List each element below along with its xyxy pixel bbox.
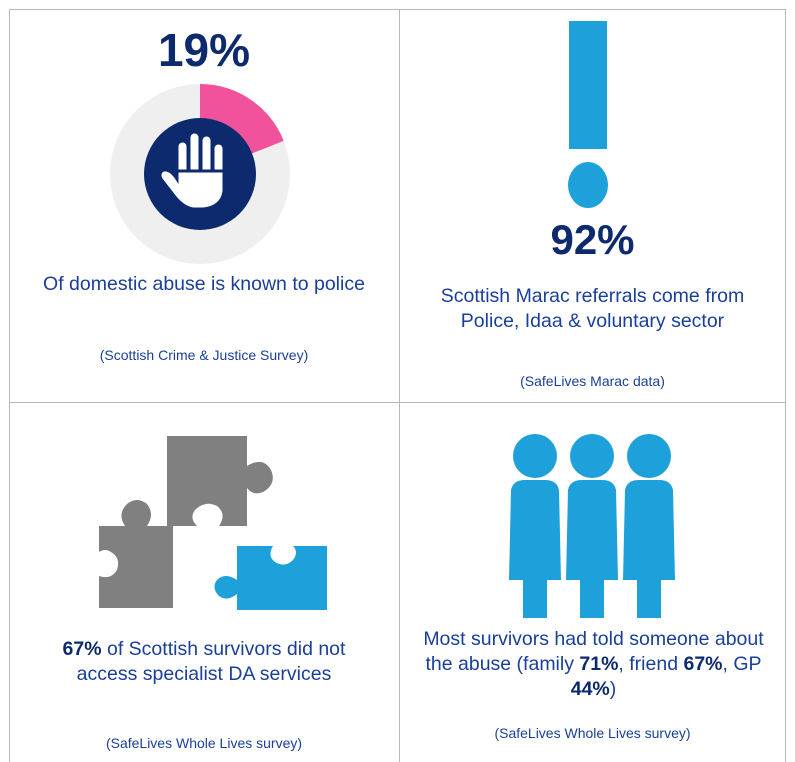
stat-description: Scottish Marac referrals come from Polic… <box>440 285 745 332</box>
stat-friend: 67% <box>683 652 723 675</box>
people-group-icon <box>509 434 675 618</box>
divider <box>399 9 400 762</box>
text-part: ) <box>609 677 617 700</box>
stat-gp: 44% <box>570 677 610 700</box>
stat-panel-marac: 92% Scottish Marac referrals come from P… <box>399 9 786 402</box>
stat-source: (SafeLives Whole Lives survey) <box>494 725 691 741</box>
donut-segment <box>199 84 284 155</box>
stat-panel-told-someone: Most survivors had told someone about th… <box>399 402 786 762</box>
hand-stop-icon <box>158 130 226 211</box>
exclamation-icon <box>568 21 608 208</box>
puzzle-pieces-icon <box>99 436 327 610</box>
donut-chart <box>110 84 290 264</box>
stat-value: 19% <box>157 24 251 76</box>
stat-value: 67% <box>62 638 102 660</box>
stat-source: (SafeLives Whole Lives survey) <box>105 735 303 751</box>
divider <box>9 9 786 10</box>
stat-panel-police: 19% Of domestic abuse is known to police… <box>9 9 399 402</box>
stat-source: (Scottish Crime & Justice Survey) <box>99 347 309 363</box>
text-part: Most survivors had told someone about th… <box>423 628 764 675</box>
text-part: , GP <box>722 652 762 675</box>
divider <box>9 402 786 403</box>
infographic-grid <box>9 9 786 762</box>
stat-source: (SafeLives Marac data) <box>520 373 665 389</box>
stat-value: 92% <box>550 216 635 263</box>
stat-description: 67% of Scottish survivors did not access… <box>33 637 375 687</box>
stat-description-text: of Scottish survivors did not access spe… <box>76 638 346 685</box>
divider <box>785 9 786 762</box>
divider <box>9 9 10 762</box>
text-part: , friend <box>618 652 684 675</box>
stat-family: 71% <box>579 652 619 675</box>
stat-description: Of domestic abuse is known to police <box>43 273 365 295</box>
stat-panel-specialist: 67% of Scottish survivors did not access… <box>9 402 399 762</box>
stat-description: Most survivors had told someone about th… <box>421 627 766 702</box>
